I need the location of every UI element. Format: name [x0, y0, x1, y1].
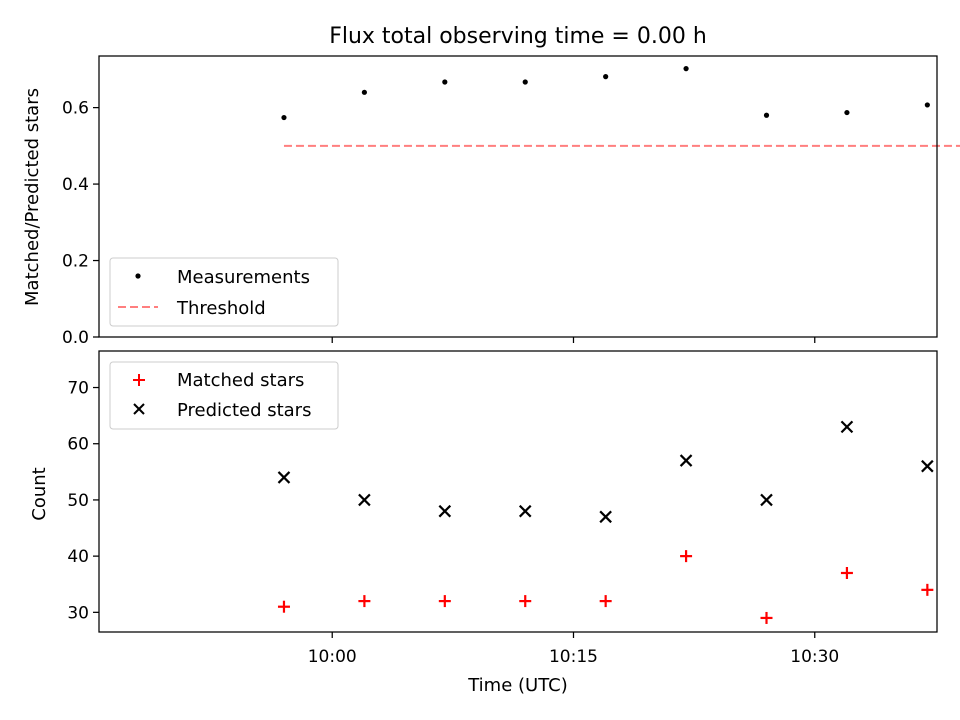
matched-stars-point	[921, 583, 934, 596]
predicted-stroke	[599, 510, 612, 524]
predicted-stroke	[921, 459, 934, 473]
bottom-legend: Matched stars Predicted stars	[109, 361, 339, 430]
x-tick-label: 10:00	[308, 647, 357, 667]
legend-predicted-label: Predicted stars	[177, 400, 311, 421]
bottom-legend-box	[109, 361, 339, 430]
legend-threshold-label: Threshold	[176, 298, 266, 319]
predicted-stroke	[277, 471, 291, 484]
top-legend: Measurements Threshold	[109, 257, 339, 327]
legend-predicted-marker	[133, 403, 145, 415]
matched-stars-point	[438, 595, 451, 608]
bottom-y-tick-label: 50	[67, 491, 89, 511]
measurement-point	[522, 79, 528, 85]
predicted-stroke	[679, 454, 693, 467]
top-y-axis-label: Matched/Predicted stars	[22, 88, 43, 306]
bottom-panel: 304050607010:0010:1510:3010:4511:0011:15…	[67, 379, 934, 667]
matched-stars-point	[519, 595, 532, 608]
measurement-point	[763, 112, 770, 118]
bottom-y-tick-label: 30	[67, 603, 89, 623]
top-y-tick-label: 0.2	[62, 252, 89, 272]
legend-measurements-marker	[135, 273, 141, 279]
measurement-point	[683, 66, 689, 72]
predicted-stars-point	[358, 493, 371, 507]
predicted-stroke	[840, 420, 854, 434]
x-tick-label: 10:30	[790, 647, 839, 667]
predicted-stroke	[358, 493, 371, 507]
top-y-tick-label: 0.6	[62, 99, 89, 119]
predicted-stars-point	[760, 493, 773, 507]
measurement-point	[361, 89, 367, 95]
matched-stars-point	[358, 595, 371, 608]
x-axis-label: Time (UTC)	[467, 675, 568, 696]
measurement-point	[281, 114, 287, 121]
bottom-y-tick-label: 60	[67, 435, 89, 455]
predicted-stars-point	[921, 459, 934, 473]
measurement-point	[603, 74, 609, 80]
legend-matched-marker	[133, 374, 145, 386]
matched-stars-point	[680, 550, 693, 563]
predicted-stroke	[760, 493, 773, 507]
matched-stars-point	[840, 566, 853, 579]
legend-matched-label: Matched stars	[177, 370, 304, 391]
top-y-tick-label: 0.4	[62, 175, 89, 195]
bottom-axes-frame	[98, 350, 938, 633]
top-legend-box	[109, 257, 339, 327]
bottom-y-axis-label: Count	[29, 467, 50, 520]
legend-measurements-label: Measurements	[177, 267, 310, 288]
top-y-tick-label: 0.0	[62, 328, 89, 348]
matched-stars-point	[760, 611, 773, 624]
matched-stars-point	[277, 600, 290, 613]
predicted-stroke	[518, 504, 532, 518]
chart-title: Flux total observing time = 0.00 h	[329, 24, 707, 49]
predicted-stars-point	[277, 471, 291, 484]
bottom-y-tick-label: 70	[67, 379, 89, 399]
predicted-stars-point	[438, 504, 452, 518]
predicted-stars-point	[599, 510, 612, 524]
top-panel: 0.0 0.2 0.4 0.6	[62, 66, 960, 348]
measurement-point	[844, 109, 850, 116]
predicted-stars-point	[679, 454, 693, 467]
measurement-point	[924, 102, 930, 108]
top-axes-frame	[98, 55, 938, 338]
bottom-y-tick-label: 40	[67, 547, 89, 567]
measurement-point	[442, 79, 448, 85]
x-tick-label: 10:15	[549, 647, 598, 667]
predicted-stars-point	[518, 504, 532, 518]
matched-stars-point	[599, 595, 612, 608]
predicted-stars-point	[840, 420, 854, 434]
predicted-stroke	[438, 504, 452, 518]
